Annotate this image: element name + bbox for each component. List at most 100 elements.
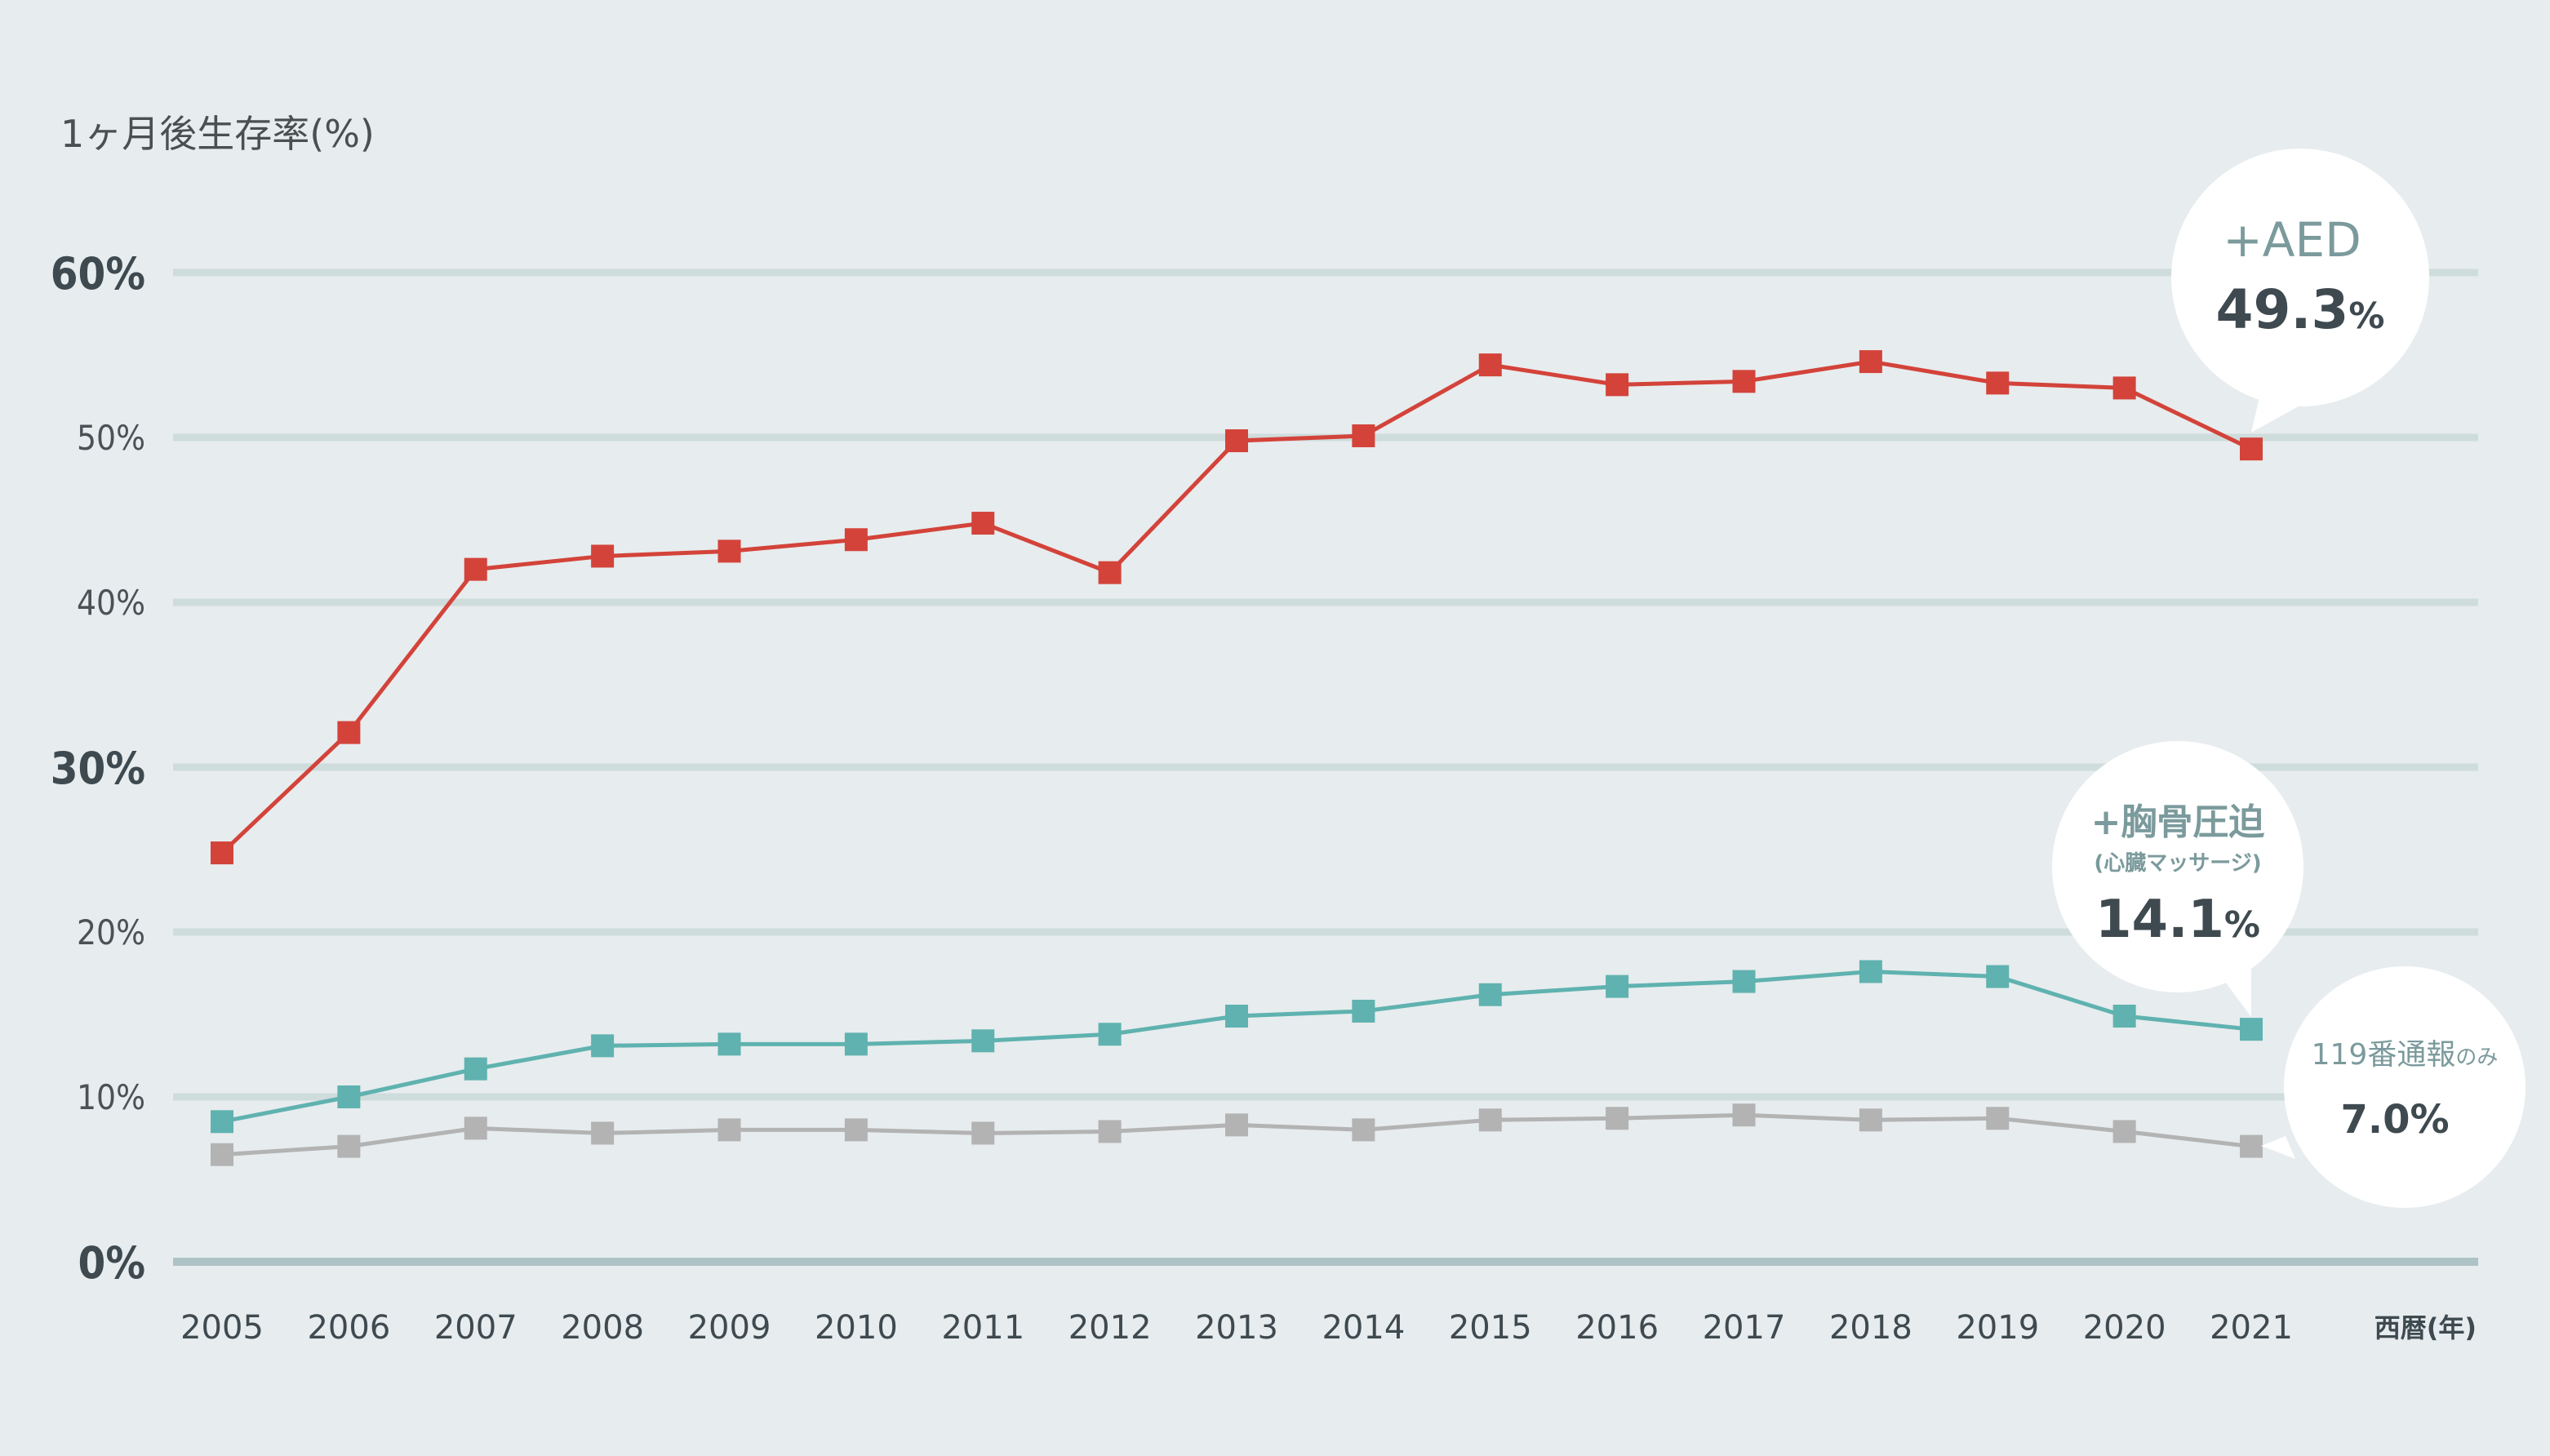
- x-tick-label: 2008: [561, 1309, 644, 1347]
- data-point-call: [1986, 1107, 2010, 1130]
- callout-unit: %: [2224, 904, 2260, 946]
- data-point-cpr: [971, 1029, 995, 1053]
- y-tick-label: 0%: [78, 1237, 145, 1289]
- data-point-call: [337, 1134, 361, 1158]
- x-tick-label: 2012: [1068, 1309, 1152, 1347]
- x-tick-label: 2010: [815, 1309, 898, 1347]
- callout-tail: [2261, 1136, 2295, 1159]
- callout-value: 7.0%: [2340, 1097, 2449, 1143]
- data-point-call: [971, 1121, 995, 1145]
- data-point-aed: [844, 528, 868, 552]
- data-point-aed: [717, 539, 741, 563]
- data-point-call: [591, 1121, 615, 1145]
- data-point-call: [1478, 1108, 1502, 1132]
- data-point-aed: [1859, 350, 1882, 374]
- data-point-cpr: [1732, 970, 1756, 993]
- series: [211, 350, 2263, 1166]
- x-tick-label: 2019: [1956, 1309, 2039, 1347]
- callout-unit: %: [2348, 295, 2384, 337]
- data-point-call: [844, 1118, 868, 1142]
- callout-value: 14.1%: [2095, 890, 2260, 950]
- data-point-aed: [1732, 370, 1756, 393]
- data-point-call: [1225, 1113, 1248, 1137]
- data-point-call: [2112, 1120, 2136, 1143]
- data-point-call: [1606, 1107, 1629, 1130]
- data-point-cpr: [1606, 974, 1629, 998]
- data-point-aed: [464, 557, 487, 581]
- data-point-call: [1352, 1118, 1375, 1142]
- x-tick-label: 2007: [434, 1309, 518, 1347]
- data-point-cpr: [211, 1110, 233, 1134]
- data-point-cpr: [1225, 1005, 1248, 1028]
- callout-bubble: [2052, 741, 2303, 992]
- y-tick-label: 30%: [51, 743, 145, 794]
- data-point-cpr: [1986, 965, 2010, 988]
- data-point-cpr: [1352, 999, 1375, 1023]
- data-point-cpr: [591, 1034, 615, 1058]
- data-point-aed: [1606, 373, 1629, 397]
- data-point-aed: [2112, 376, 2136, 400]
- data-point-call: [1098, 1120, 1122, 1143]
- series-cpr: [211, 960, 2263, 1134]
- series-call: [211, 1103, 2263, 1166]
- data-point-aed: [591, 544, 615, 568]
- data-point-cpr: [337, 1085, 361, 1108]
- data-point-cpr: [717, 1032, 741, 1056]
- x-tick-label: 2015: [1449, 1309, 1532, 1347]
- callout-bubble: [2171, 149, 2429, 406]
- callout-bubble: [2284, 966, 2526, 1208]
- x-tick-label: 2017: [1703, 1309, 1786, 1347]
- data-point-aed: [1478, 353, 1502, 377]
- data-point-cpr: [2240, 1018, 2263, 1041]
- y-tick-label: 20%: [77, 912, 145, 952]
- data-point-aed: [1352, 424, 1375, 447]
- callout-cpr: +胸骨圧迫 (心臓マッサージ) 14.1%: [2052, 741, 2303, 1017]
- data-point-cpr: [2112, 1005, 2136, 1028]
- data-point-call: [1732, 1103, 1756, 1127]
- x-tick-label: 2009: [688, 1309, 771, 1347]
- y-tick-label: 40%: [77, 583, 145, 623]
- data-point-cpr: [1859, 960, 1882, 983]
- x-tick-label: 2018: [1829, 1309, 1912, 1347]
- data-point-call: [717, 1118, 741, 1142]
- x-tick-label: 2006: [307, 1309, 390, 1347]
- data-point-aed: [2240, 437, 2263, 461]
- data-point-call: [464, 1116, 487, 1140]
- data-point-cpr: [844, 1032, 868, 1056]
- x-tick-label: 2005: [180, 1309, 264, 1347]
- data-point-call: [2240, 1134, 2263, 1158]
- x-tick-label: 2020: [2083, 1309, 2166, 1347]
- callout-label: +胸骨圧迫: [2091, 801, 2265, 843]
- y-tick-label: 60%: [51, 248, 145, 300]
- data-point-cpr: [1478, 983, 1502, 1006]
- callout-label: +AED: [2223, 212, 2361, 268]
- x-tick-label: 2014: [1322, 1309, 1405, 1347]
- data-point-aed: [211, 841, 233, 865]
- x-tick-label: 2021: [2210, 1309, 2293, 1347]
- x-tick-label: 2011: [941, 1309, 1024, 1347]
- series-aed: [211, 350, 2263, 865]
- y-axis-title: 1ヶ月後生存率(%): [60, 112, 375, 156]
- data-point-aed: [971, 512, 995, 535]
- data-point-aed: [1986, 371, 2010, 395]
- data-point-cpr: [464, 1057, 487, 1081]
- data-point-aed: [1225, 429, 1248, 453]
- data-point-cpr: [1098, 1023, 1122, 1046]
- y-tick-label: 50%: [77, 418, 145, 458]
- x-tick-label: 2013: [1195, 1309, 1278, 1347]
- axes: 1ヶ月後生存率(%) 0% 10% 20% 30% 40% 50% 60% 2005 2006 20…: [51, 112, 2477, 1347]
- data-point-aed: [337, 721, 361, 744]
- y-tick-label: 10%: [77, 1077, 145, 1117]
- x-tick-label: 2016: [1575, 1309, 1659, 1347]
- x-axis-unit: 西暦(年): [2375, 1312, 2477, 1343]
- data-point-aed: [1098, 561, 1122, 584]
- data-point-call: [211, 1143, 233, 1166]
- data-point-call: [1859, 1108, 1882, 1132]
- callout-sublabel: (心臓マッサージ): [2094, 851, 2261, 876]
- callout-label-suffix: のみ: [2455, 1045, 2498, 1070]
